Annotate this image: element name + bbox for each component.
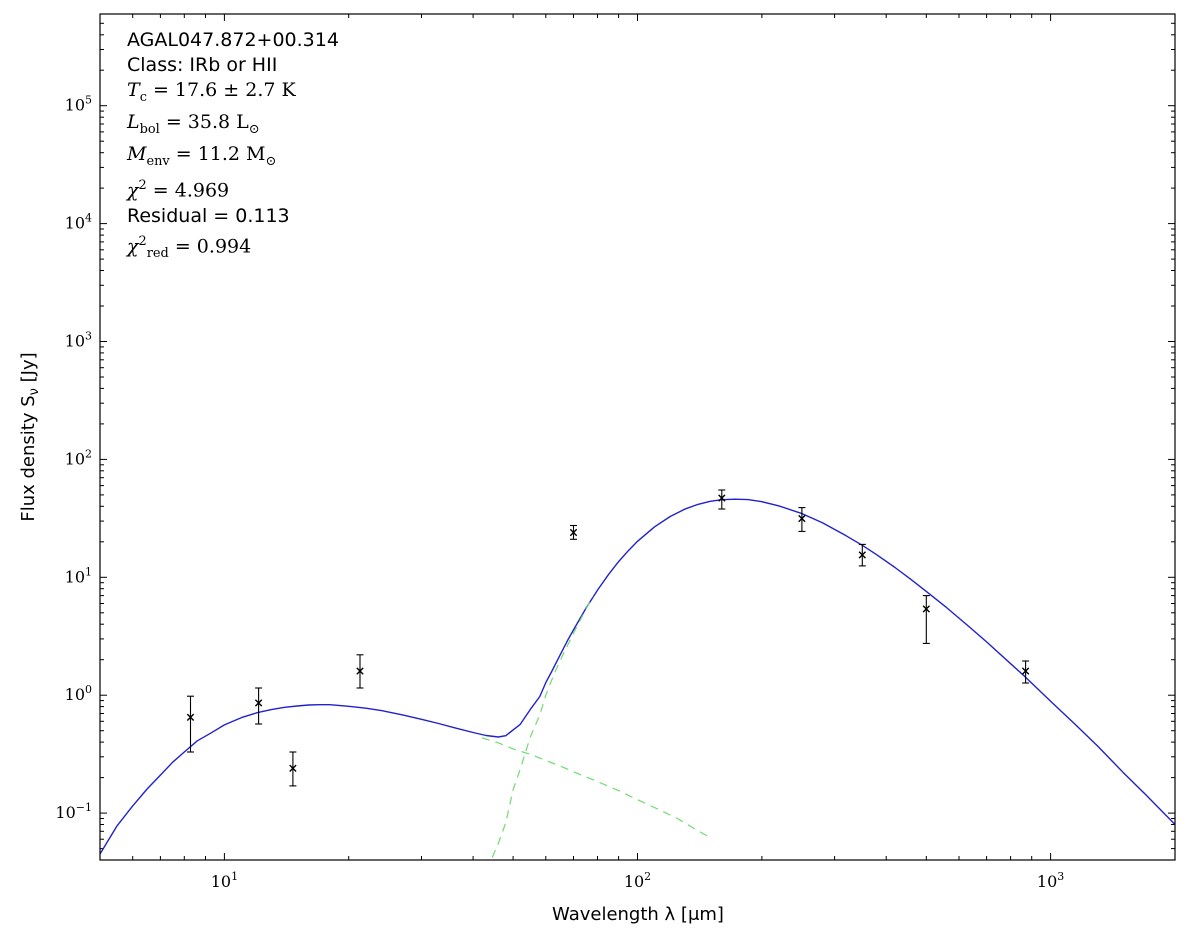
x-marker	[569, 528, 578, 537]
plot-frame	[99, 13, 1176, 861]
svg-text:100: 100	[65, 683, 92, 704]
svg-text:103: 103	[1037, 870, 1064, 891]
svg-text:103: 103	[65, 330, 92, 351]
svg-text:101: 101	[65, 565, 92, 586]
svg-text:104: 104	[65, 212, 92, 233]
annotation-line: χ2 = 4.969	[127, 178, 230, 202]
svg-text:102: 102	[624, 870, 651, 891]
data-point	[922, 595, 930, 644]
annotation-line: Residual = 0.113	[127, 204, 290, 227]
data-point	[718, 489, 726, 510]
x-marker	[254, 699, 263, 707]
warm-component	[481, 737, 711, 839]
x-marker	[858, 551, 866, 559]
data-point	[186, 695, 195, 753]
annotation-line: AGAL047.872+00.314	[127, 29, 339, 51]
svg-text:102: 102	[65, 447, 92, 468]
data-point	[254, 687, 263, 725]
x-marker	[718, 494, 726, 502]
data-point	[798, 507, 806, 532]
data-point	[858, 543, 866, 567]
x-marker	[922, 605, 930, 613]
annotation-line: Tc = 17.6 ± 2.7 K	[127, 79, 296, 105]
observed-fluxes	[186, 489, 1030, 787]
data-point	[569, 524, 578, 540]
annotation-block: AGAL047.872+00.314 Class: IRb or HII Tc = …	[127, 28, 339, 266]
x-marker	[356, 667, 364, 675]
data-point	[356, 654, 364, 689]
annotation-line: Class: IRb or HII	[127, 54, 278, 76]
x-axis-label: Wavelength λ [μm]	[552, 904, 724, 925]
x-marker	[289, 764, 297, 772]
x-marker	[1021, 667, 1030, 675]
annotation-line: Menv = 11.2 M⊙	[127, 142, 277, 169]
svg-text:101: 101	[211, 870, 238, 891]
axis-ticks	[100, 14, 1175, 860]
svg-text:105: 105	[65, 94, 92, 115]
annotation-line: χ2red = 0.994	[127, 233, 252, 261]
cold-greybody-component	[491, 596, 594, 858]
x-marker	[186, 713, 195, 721]
annotation-line: Lbol = 35.8 L⊙	[127, 110, 260, 137]
svg-text:10−1: 10−1	[55, 801, 92, 822]
data-point	[1021, 660, 1030, 684]
data-point	[289, 751, 297, 787]
x-marker	[798, 514, 806, 523]
two-component-model-fit	[99, 498, 1176, 855]
y-axis-label: Flux density Sν [Jy]	[18, 352, 42, 521]
